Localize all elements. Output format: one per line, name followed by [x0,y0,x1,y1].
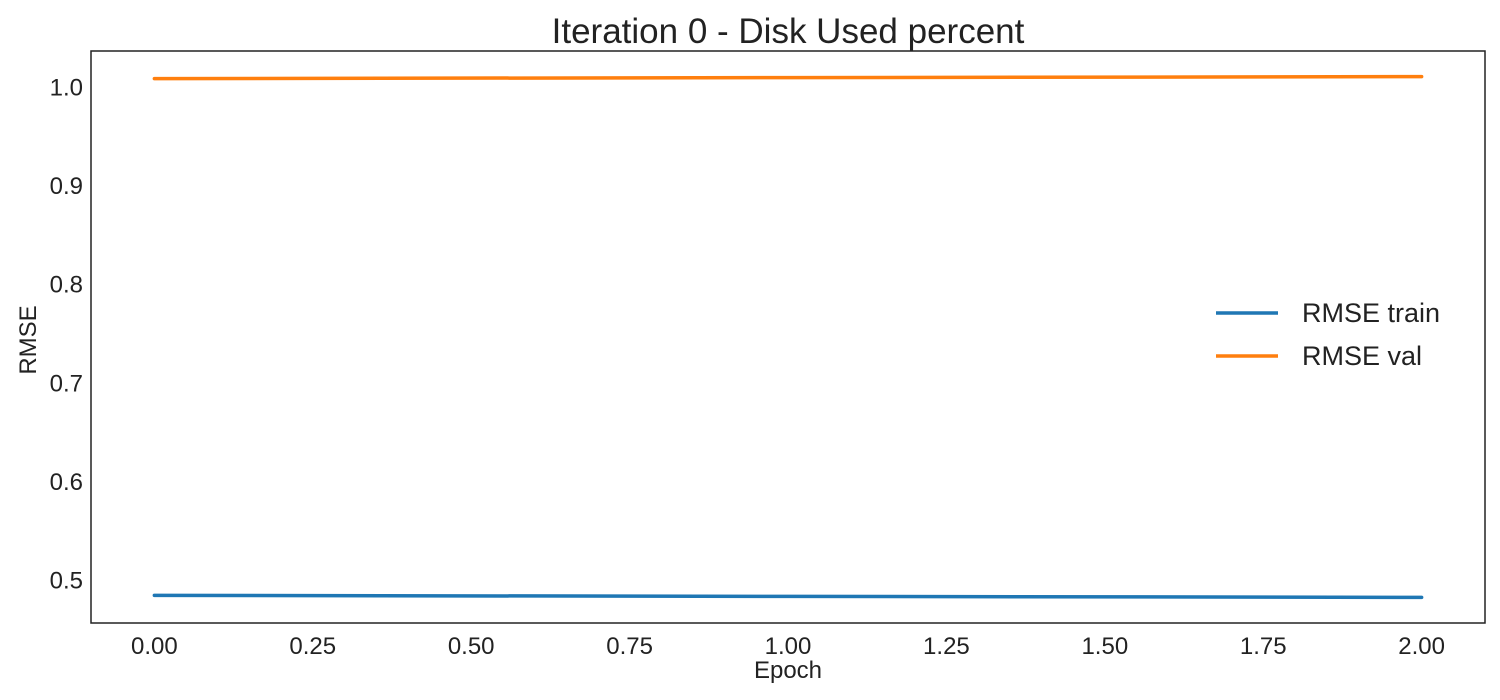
legend-label: RMSE train [1302,298,1440,328]
chart-title: Iteration 0 - Disk Used percent [552,12,1025,51]
y-tick-label: 0.7 [50,370,83,397]
y-tick-label: 0.8 [50,272,83,299]
x-tick-label: 0.50 [448,633,495,660]
y-tick-label: 0.5 [50,568,83,595]
series-line-1 [152,593,1424,600]
legend-label: RMSE val [1302,341,1422,371]
x-tick-label: 0.00 [131,633,178,660]
x-axis-label: Epoch [754,657,822,684]
x-tick-label: 1.75 [1240,633,1287,660]
y-tick-label: 1.0 [50,74,83,101]
plot-area [90,50,1486,624]
y-tick-label: 0.6 [50,469,83,496]
legend: RMSE train RMSE val [1216,298,1440,371]
series-line-2 [152,74,1424,81]
x-tick-label: 0.75 [606,633,653,660]
x-tick-label: 2.00 [1398,633,1445,660]
y-tick-label: 0.9 [50,173,83,200]
y-axis-label: RMSE [15,305,42,374]
x-axis-ticks: 0.00 0.25 0.50 0.75 1.00 1.25 1.50 1.75 2.00 [131,633,1445,660]
legend-item-2: RMSE val [1216,341,1422,371]
x-tick-label: 1.25 [923,633,970,660]
x-tick-label: 0.25 [289,633,336,660]
series-layer [152,74,1424,600]
legend-item-1: RMSE train [1216,298,1440,328]
x-tick-label: 1.50 [1081,633,1128,660]
y-axis-ticks: 0.5 0.6 0.7 0.8 0.9 1.0 [50,74,83,594]
x-tick-label: 1.00 [765,633,812,660]
